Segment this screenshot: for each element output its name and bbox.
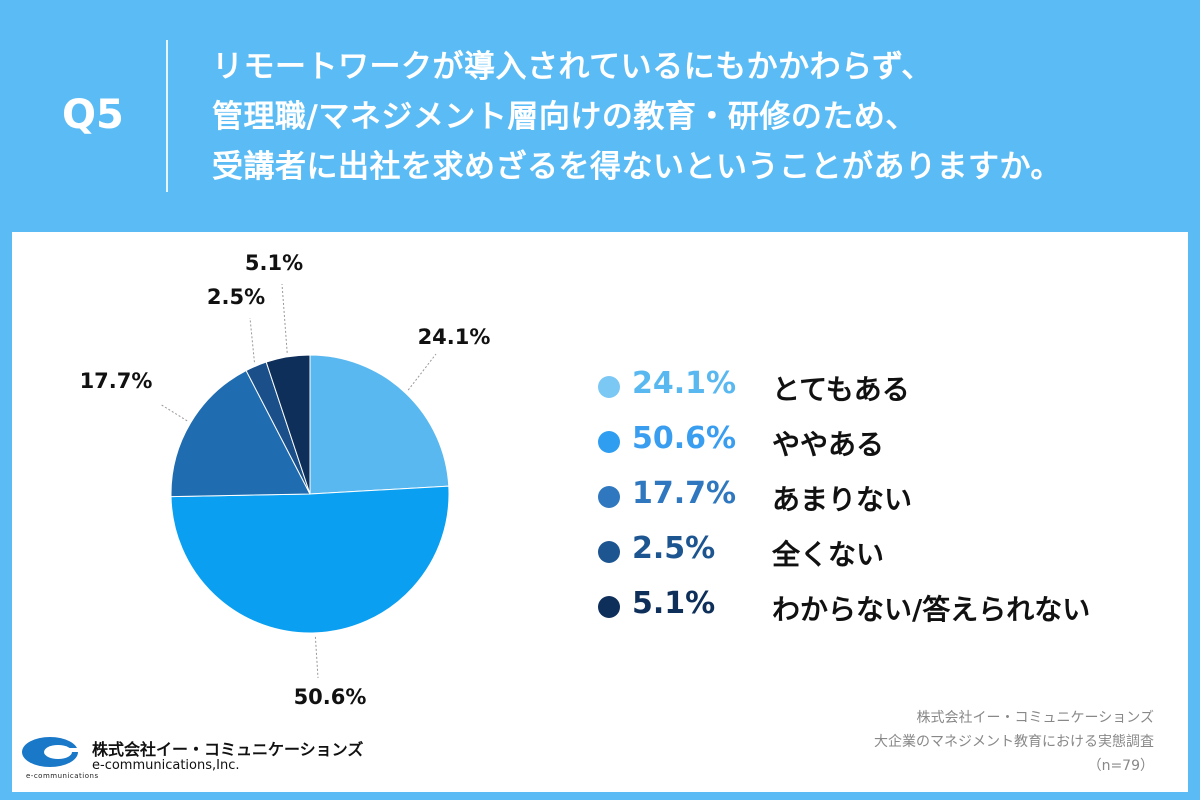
legend-label: 全くない	[772, 538, 885, 571]
pie-slice	[309, 354, 450, 495]
legend-percent: 17.7%	[632, 476, 737, 511]
pie-chart: 24.1% 50.6% 17.7% 2.5% 5.1%	[80, 251, 491, 709]
slice-label: 24.1%	[418, 325, 491, 349]
slice-label: 5.1%	[245, 251, 303, 275]
leader-line	[159, 403, 188, 422]
legend-item-3: 17.7% あまりない	[592, 472, 1152, 527]
legend-dot	[598, 431, 620, 453]
legend-percent: 24.1%	[632, 366, 737, 401]
leader-line	[281, 283, 288, 353]
slice-label: 17.7%	[80, 369, 153, 393]
legend: 24.1% とてもある 50.6% ややある 17.7% あまりない 2.5% …	[592, 362, 1152, 637]
source-note: 株式会社イー・コミュニケーションズ 大企業のマネジメント教育における実態調査 （…	[874, 706, 1154, 778]
slice-label: 2.5%	[207, 285, 265, 309]
question-text: リモートワークが導入されているにもかかわらず、 管理職/マネジメント層向けの教育…	[212, 42, 1062, 192]
source-company: 株式会社イー・コミュニケーションズ	[916, 710, 1154, 726]
legend-dot	[598, 541, 620, 563]
slice-label: 50.6%	[294, 685, 367, 709]
legend-dot	[598, 596, 620, 618]
legend-label: わからない/答えられない	[772, 593, 1091, 626]
chart-panel: 24.1% 50.6% 17.7% 2.5% 5.1% 24.1% とてもある 50.6…	[12, 232, 1188, 792]
legend-item-2: 50.6% ややある	[592, 417, 1152, 472]
header-divider	[166, 40, 168, 192]
legend-dot	[598, 376, 620, 398]
leader-line	[314, 636, 319, 679]
source-survey: 大企業のマネジメント教育における実態調査	[874, 734, 1154, 750]
question-line-1: リモートワークが導入されているにもかかわらず、	[212, 49, 933, 85]
logo-company-name-en: e-communications,Inc.	[92, 758, 240, 773]
pie-slice	[170, 485, 450, 634]
question-line-3: 受講者に出社を求めざるを得ないということがありますか。	[212, 149, 1062, 185]
source-sample-size: （n=79）	[1087, 758, 1154, 774]
header: Q5 リモートワークが導入されているにもかかわらず、 管理職/マネジメント層向け…	[0, 0, 1200, 228]
company-logo: e-communications 株式会社イー・コミュニケーションズ e-com…	[22, 736, 363, 780]
legend-label: あまりない	[772, 483, 913, 516]
pie-slice	[265, 354, 311, 495]
logo-mini-text: e-communications	[26, 772, 99, 780]
e-logo-icon	[22, 737, 86, 767]
legend-item-1: 24.1% とてもある	[592, 362, 1152, 417]
legend-label: とてもある	[772, 373, 910, 406]
legend-label: ややある	[772, 428, 885, 461]
leader-line	[407, 353, 437, 391]
legend-item-4: 2.5% 全くない	[592, 527, 1152, 582]
legend-item-5: 5.1% わからない/答えられない	[592, 582, 1152, 637]
logo-company-name: 株式会社イー・コミュニケーションズ	[92, 740, 364, 759]
legend-percent: 5.1%	[632, 586, 716, 621]
legend-percent: 2.5%	[632, 531, 716, 566]
legend-dot	[598, 486, 620, 508]
leader-line	[249, 317, 255, 363]
legend-percent: 50.6%	[632, 421, 737, 456]
pie-slice	[170, 369, 311, 498]
question-number: Q5	[62, 92, 124, 138]
question-line-2: 管理職/マネジメント層向けの教育・研修のため、	[212, 99, 917, 135]
